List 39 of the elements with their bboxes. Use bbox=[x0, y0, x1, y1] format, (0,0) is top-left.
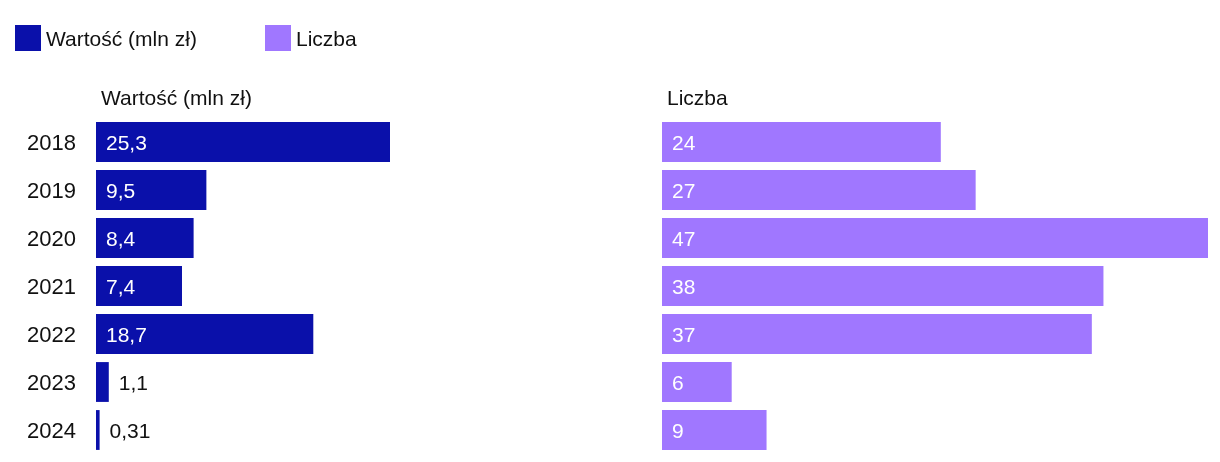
data-label: 1,1 bbox=[118, 370, 148, 394]
bar bbox=[662, 122, 941, 162]
bar bbox=[96, 170, 207, 210]
chart-title: Wartość (mln zł) bbox=[101, 86, 252, 109]
chart-title: Liczba bbox=[667, 86, 729, 109]
y-tick-label: 2020 bbox=[27, 225, 76, 251]
y-tick-label: 2018 bbox=[27, 129, 76, 155]
bar bbox=[96, 362, 109, 402]
bar bbox=[662, 266, 1104, 306]
data-label: 9,5 bbox=[106, 178, 136, 202]
data-label: 9 bbox=[672, 418, 684, 442]
data-label: 38 bbox=[672, 274, 696, 298]
y-tick-label: 2022 bbox=[27, 321, 76, 347]
data-label: 25,3 bbox=[106, 130, 147, 154]
y-tick-label: 2024 bbox=[27, 417, 76, 443]
bar bbox=[96, 410, 100, 450]
bar bbox=[96, 314, 314, 354]
y-tick-label: 2023 bbox=[27, 369, 76, 395]
data-label: 0,31 bbox=[109, 418, 151, 442]
data-label: 47 bbox=[672, 226, 696, 250]
bar bbox=[96, 266, 182, 306]
bar bbox=[96, 218, 194, 258]
legend-label: Liczba bbox=[296, 26, 358, 50]
data-label: 6 bbox=[672, 370, 684, 394]
bar bbox=[662, 218, 1208, 258]
data-label: 37 bbox=[672, 322, 696, 346]
data-label: 7,4 bbox=[106, 274, 136, 298]
data-label: 8,4 bbox=[106, 226, 136, 250]
data-label: 27 bbox=[672, 178, 696, 202]
bar bbox=[662, 410, 767, 450]
y-tick-label: 2019 bbox=[27, 177, 76, 203]
bar bbox=[662, 314, 1092, 354]
bar bbox=[662, 170, 976, 210]
legend-label: Wartość (mln zł) bbox=[46, 26, 197, 50]
bar bbox=[96, 122, 390, 162]
data-label: 18,7 bbox=[106, 322, 147, 346]
bar bbox=[662, 362, 732, 402]
y-tick-label: 2021 bbox=[27, 273, 76, 299]
data-label: 24 bbox=[672, 130, 696, 154]
